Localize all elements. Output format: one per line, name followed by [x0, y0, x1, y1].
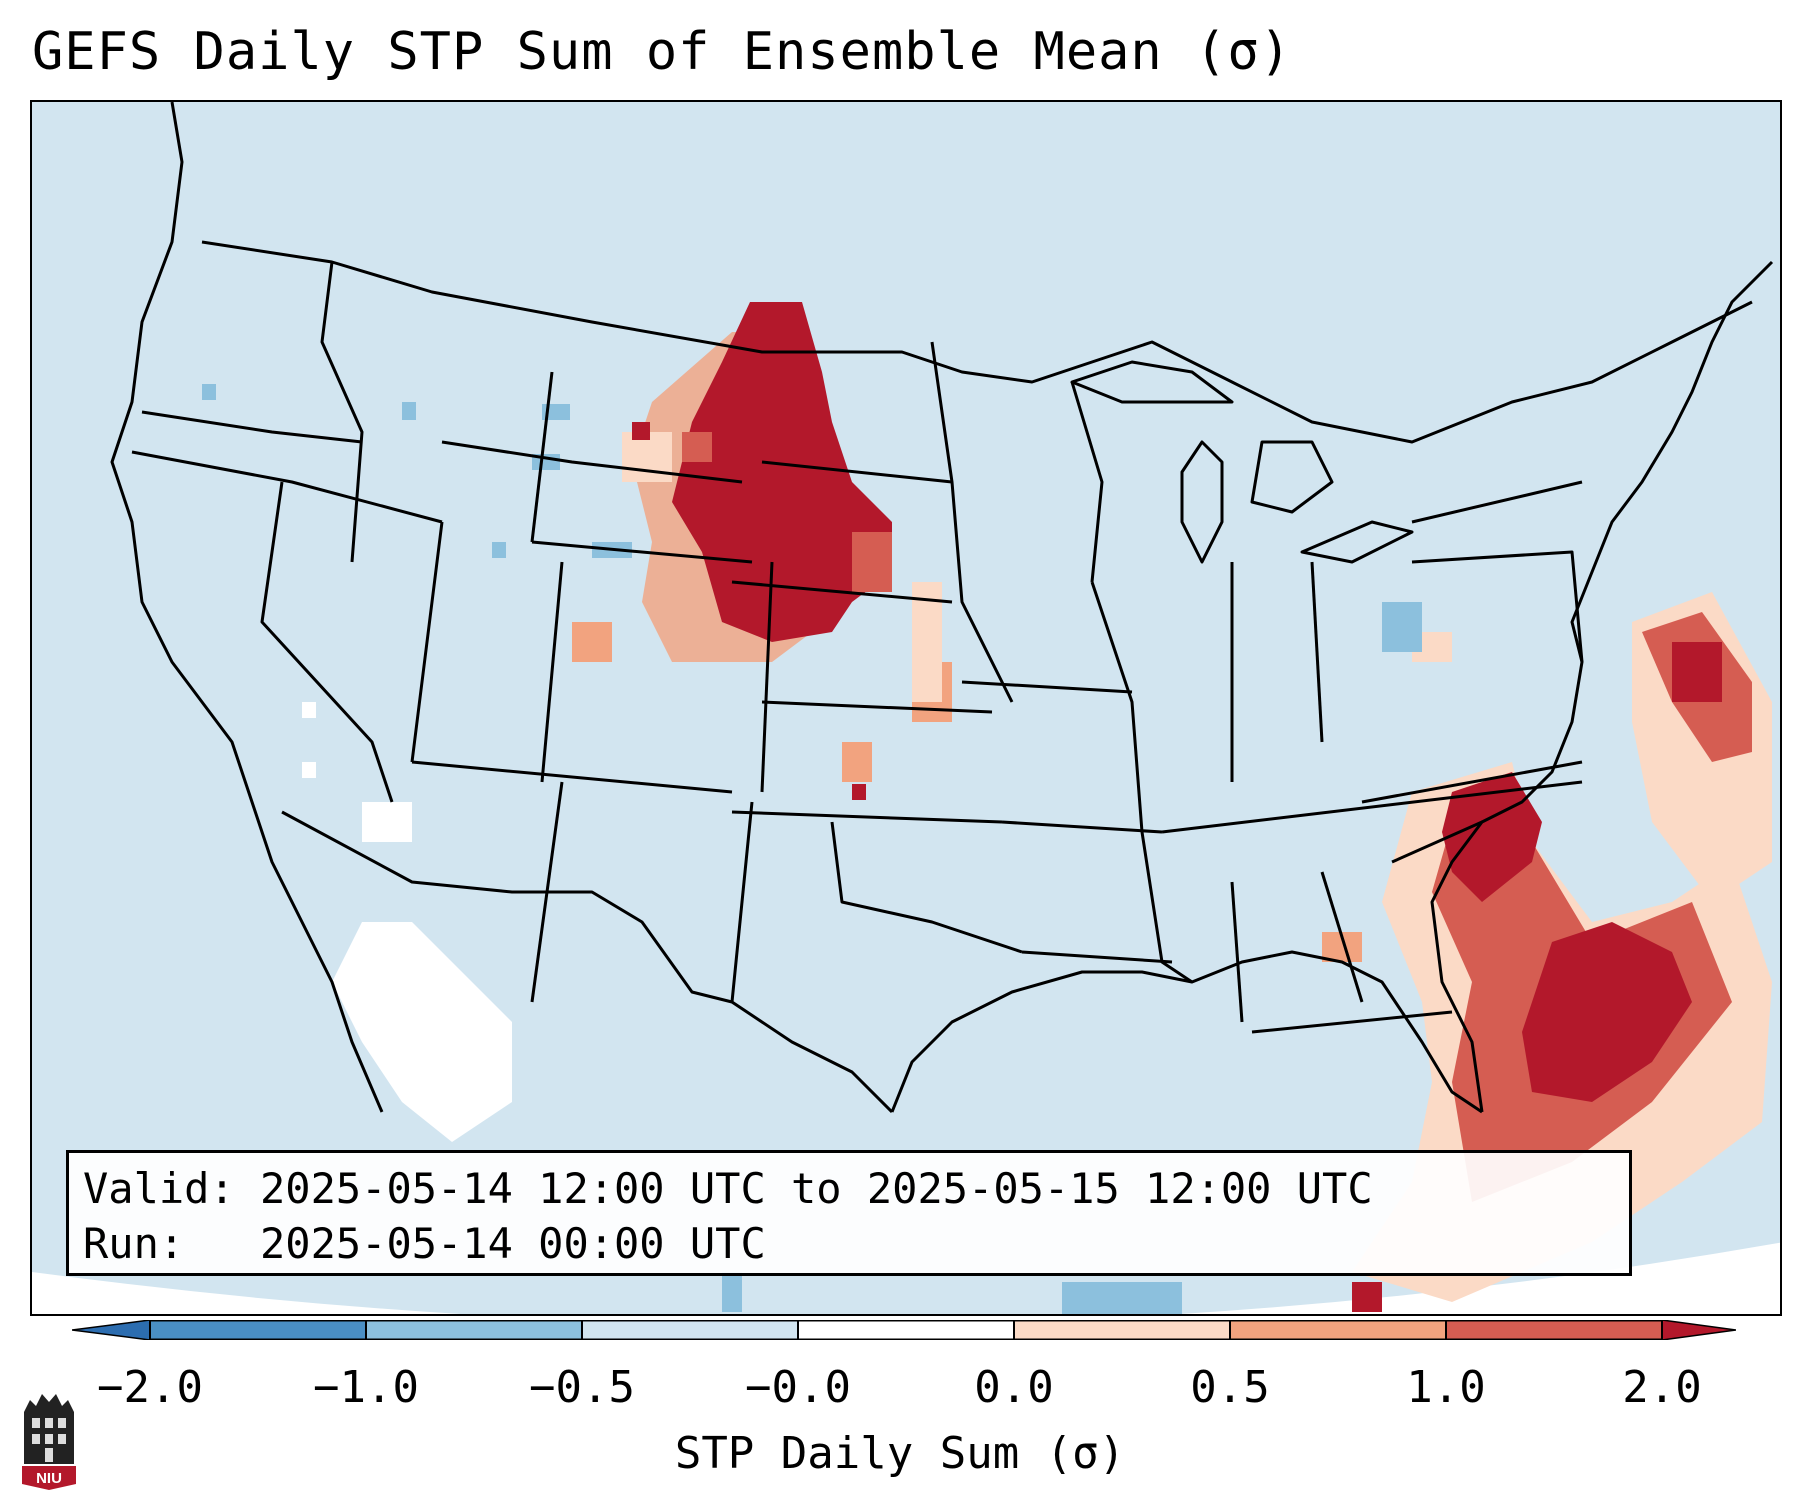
- map-title: GEFS Daily STP Sum of Ensemble Mean (σ): [32, 22, 1292, 82]
- us-mexico-border: [281, 810, 894, 1114]
- run-label: Run:: [83, 1219, 185, 1268]
- state-line-tn-north: [1161, 780, 1583, 834]
- niu-logo-text: NIU: [36, 1470, 62, 1487]
- state-line-wy-co: [531, 540, 753, 564]
- state-line-id-west: [320, 261, 364, 563]
- neg-oregon: [202, 384, 216, 400]
- state-line-ks-ok: [731, 810, 1003, 824]
- zero-arizona: [362, 802, 412, 842]
- state-line-nm-tx: [730, 801, 754, 1003]
- state-line-mt-wy: [441, 440, 743, 484]
- neg-mexico-south-2: [722, 1272, 742, 1312]
- anomaly-plains-core: [672, 302, 892, 642]
- colorbar-seg-4: [1014, 1320, 1230, 1340]
- state-line-ca-nv: [260, 481, 394, 803]
- neg-virginia: [1382, 602, 1422, 652]
- state-line-dakotas-mn: [930, 341, 1014, 703]
- state-line-ok-tx: [830, 821, 1023, 954]
- colorbar-tick-label: 2.0: [1622, 1362, 1702, 1413]
- colorbar-seg-6: [1446, 1320, 1662, 1340]
- state-line-sd-ne: [731, 580, 953, 604]
- state-line-wy-west: [530, 371, 554, 543]
- state-line-ut-co: [540, 561, 564, 783]
- state-line-wa-or: [141, 410, 363, 444]
- niu-logo-icon: NIU: [22, 1394, 76, 1490]
- stp-negative-anomalies: [202, 384, 1422, 1314]
- colorbar-tick-label: 0.0: [974, 1362, 1054, 1413]
- colorbar-tick-marks: [149, 1320, 1663, 1340]
- gulf-coastline: [890, 950, 1483, 1114]
- colorbar-tick-label: 1.0: [1406, 1362, 1486, 1413]
- anomaly-bahamas-core: [1522, 922, 1692, 1102]
- colorbar-tick-label: −2.0: [97, 1362, 203, 1413]
- colorbar-tick-label: −0.0: [745, 1362, 851, 1413]
- state-line-al-ga: [1320, 871, 1364, 1003]
- lake-superior: [1070, 360, 1234, 404]
- state-line-va-nc: [1361, 760, 1583, 804]
- state-line-mo-ar: [1001, 820, 1163, 834]
- state-line-ut-az: [411, 760, 733, 794]
- us-canada-border: [201, 240, 1753, 444]
- anomaly-gulf-2: [1352, 1282, 1382, 1312]
- colorbar-seg-5: [1230, 1320, 1446, 1340]
- state-line-ms-al: [1230, 881, 1244, 1023]
- pacific-coastline: [110, 102, 384, 1113]
- valid-run-info-box: Valid: 2025-05-14 12:00 UTC to 2025-05-1…: [66, 1150, 1632, 1276]
- colorbar-seg-2: [582, 1320, 798, 1340]
- lake-erie: [1300, 520, 1414, 564]
- colorbar-tick-label: −1.0: [313, 1362, 419, 1413]
- state-line-ar-la: [1021, 950, 1173, 964]
- state-line-ny: [1411, 480, 1583, 524]
- lake-michigan: [1180, 440, 1224, 564]
- state-line-nv-ut: [410, 521, 444, 763]
- anomaly-wyoming-core: [632, 422, 650, 440]
- colorbar-seg-3: [798, 1320, 1014, 1340]
- run-time: 2025-05-14 00:00 UTC: [260, 1219, 766, 1268]
- colorbar-extend-high: [1661, 1320, 1736, 1340]
- state-line-mississippi-river: [1090, 581, 1193, 984]
- anomaly-oklahoma-2: [842, 742, 872, 782]
- zero-california-1: [302, 702, 316, 718]
- zero-sonora: [332, 922, 512, 1142]
- zero-california-2: [302, 762, 316, 778]
- state-line-ga-sc: [1391, 820, 1483, 864]
- neg-mexico-south: [1062, 1282, 1182, 1314]
- colorbar: [72, 1320, 1736, 1340]
- colorbar-tick-label: −0.5: [529, 1362, 635, 1413]
- anomaly-plains-edge-1: [852, 532, 892, 592]
- state-line-mn-wi: [1070, 381, 1104, 583]
- state-line-ia-mo: [961, 680, 1133, 694]
- anomaly-plains-edge-2: [682, 432, 712, 462]
- lake-huron: [1250, 440, 1334, 514]
- state-line-ne-ks: [761, 700, 993, 714]
- colorbar-extend-low: [72, 1320, 151, 1340]
- political-boundaries: [110, 102, 1774, 1114]
- colorbar-seg-0: [150, 1320, 366, 1340]
- state-line-pa: [1411, 550, 1584, 663]
- state-line-fl-north: [1251, 1010, 1453, 1034]
- colorbar-seg-1: [366, 1320, 582, 1340]
- anomaly-oklahoma-core: [852, 784, 866, 800]
- stp-map: [32, 102, 1780, 1314]
- state-line-in-oh: [1310, 561, 1324, 743]
- state-line-co-ks: [760, 561, 774, 793]
- state-line-nd-sd: [761, 460, 953, 484]
- colorbar-tick-label: 0.5: [1190, 1362, 1270, 1413]
- anomaly-offshore-core: [1672, 642, 1722, 702]
- stp-positive-anomalies: [572, 302, 1772, 1312]
- colorbar-label: STP Daily Sum (σ): [674, 1428, 1126, 1479]
- anomaly-colorado: [572, 622, 612, 662]
- map-panel[interactable]: [30, 100, 1782, 1316]
- neg-utah: [492, 542, 506, 558]
- valid-time-range: 2025-05-14 12:00 UTC to 2025-05-15 12:00…: [260, 1164, 1373, 1213]
- state-line-or-ca-nv: [131, 450, 443, 524]
- state-line-az-nm: [530, 781, 564, 1003]
- valid-label: Valid:: [83, 1164, 235, 1213]
- neg-idaho: [402, 402, 416, 420]
